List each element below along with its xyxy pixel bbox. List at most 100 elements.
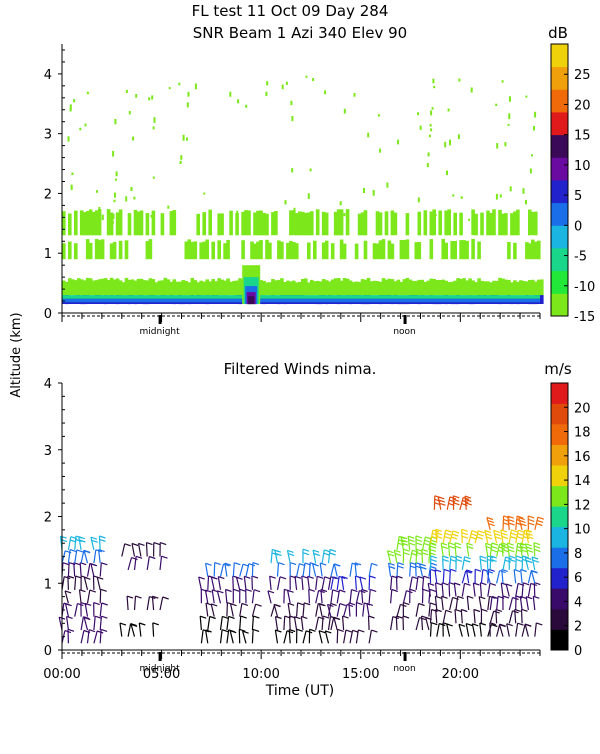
wind-barb [84, 551, 87, 563]
colorbar-swatch [551, 383, 568, 404]
snr-cell [113, 242, 117, 259]
snr-cell [444, 142, 446, 148]
wind-barb-flag [301, 616, 307, 618]
wind-barb [275, 550, 278, 563]
wind-barb-flag [149, 557, 155, 559]
wind-barb [217, 591, 220, 604]
wind-barb-flag [222, 616, 228, 618]
wind-barb [240, 564, 243, 576]
wind-barb [160, 556, 162, 570]
wind-barb-flag [253, 616, 259, 618]
wind-barb [416, 618, 419, 630]
snr-cell [280, 242, 284, 260]
wind-barb [450, 556, 451, 570]
colorbar-swatch [551, 225, 568, 248]
wind-barb [65, 591, 68, 603]
wind-barb-flag [249, 564, 255, 566]
wind-barb [297, 564, 300, 577]
wind-barb [461, 610, 462, 624]
snr-cell [324, 90, 326, 94]
wind-barb-flag [471, 534, 477, 536]
wind-barb [288, 603, 290, 616]
wind-barb-flag [246, 589, 252, 591]
wind-barb [344, 630, 346, 643]
colorbar-tick-label: 25 [574, 68, 591, 83]
wind-barb-flag [458, 596, 464, 598]
snr-cell [140, 211, 144, 236]
wind-barb [455, 543, 456, 557]
wind-barb [507, 624, 510, 637]
wind-barb-flag [467, 547, 473, 549]
snr-cell [364, 210, 368, 235]
wind-barb [490, 611, 494, 623]
wind-barb [221, 564, 224, 577]
colorbar-tick-label: 8 [574, 547, 582, 562]
wind-barb-flag [162, 556, 168, 558]
snr-cell [187, 102, 189, 107]
snr-cell [461, 196, 463, 199]
snr-cell [237, 99, 239, 103]
wind-barb-flag [446, 530, 452, 532]
wind-barb-flag [389, 567, 395, 569]
wind-barb-flag [422, 553, 428, 555]
wind-barb [462, 571, 465, 583]
wind-barb [208, 576, 209, 590]
wind-barb-flag [398, 566, 404, 568]
wind-barb-flag [101, 589, 107, 591]
wind-barb [331, 564, 334, 577]
snr-cell [180, 161, 182, 164]
wind-barb-flag [410, 589, 416, 591]
wind-barb-flag [303, 549, 309, 551]
wind-barb [525, 624, 528, 636]
snr-cell [101, 239, 105, 259]
snr-cell [344, 109, 346, 114]
colorbar-swatch [551, 44, 568, 67]
day-marker-label: noon [393, 664, 415, 674]
snr-cell [480, 213, 484, 236]
snr-cell [343, 244, 347, 260]
wind-barb-flag [404, 549, 410, 551]
snr-cell [265, 214, 269, 236]
colorbar-swatch [551, 588, 568, 609]
wind-barb [487, 556, 488, 570]
snr-cell [355, 244, 359, 260]
wind-barb-flag [456, 556, 462, 558]
wind-barb [516, 623, 518, 636]
wind-barb-flag [516, 559, 522, 561]
wind-barb-flag [136, 596, 142, 598]
colorbar-tick-label: 16 [574, 450, 591, 465]
wind-barb [309, 589, 310, 603]
wind-barb-flag [508, 543, 514, 545]
wind-barb-flag [297, 629, 303, 631]
wind-barb-flag [465, 557, 471, 559]
wind-barb-flag [333, 590, 339, 592]
wind-barb-flag [94, 603, 100, 605]
wind-barb [533, 596, 535, 610]
snr-chart-title: SNR Beam 1 Azi 340 Elev 90 [193, 24, 407, 42]
snr-cell [152, 211, 156, 236]
snr-cell [504, 213, 508, 235]
snr-cell [119, 241, 123, 259]
colorbar-swatch [551, 547, 568, 568]
snr-cell [430, 128, 432, 131]
wind-barb [322, 550, 324, 563]
wind-barb-flag [510, 537, 516, 539]
snr-cell [149, 239, 153, 259]
wind-barb [275, 630, 277, 643]
wind-barb [514, 570, 516, 584]
snr-cell [71, 185, 73, 191]
wind-barb-flag [280, 577, 286, 579]
snr-cell [161, 213, 165, 235]
snr-cell [259, 240, 263, 259]
snr-cell [316, 209, 320, 235]
wind-barb [486, 543, 488, 556]
snr-cell [540, 279, 544, 295]
y-tick-label: 3 [44, 128, 52, 143]
wind-barb-flag [478, 531, 484, 533]
wind-barb-flag [461, 610, 467, 612]
wind-barb [450, 597, 453, 610]
wind-barb-flag [256, 604, 262, 606]
colorbar-tick-label: 6 [574, 571, 582, 586]
wind-barb [135, 596, 136, 610]
